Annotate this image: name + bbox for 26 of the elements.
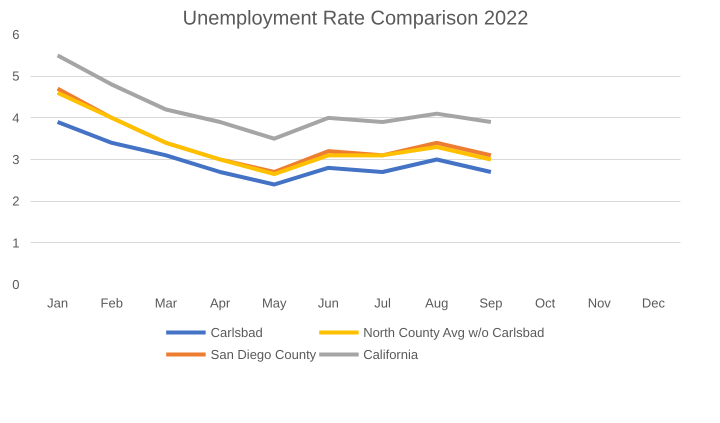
y-tick-label: 3 — [12, 152, 20, 167]
legend-label: Carlsbad — [210, 324, 263, 340]
y-tick-label: 6 — [12, 27, 20, 42]
y-tick-label: 1 — [12, 235, 20, 250]
legend-label: San Diego County — [210, 346, 316, 362]
x-tick-label: Nov — [588, 296, 612, 310]
y-tick-label: 5 — [12, 68, 20, 84]
x-tick-label: Aug — [425, 296, 448, 310]
y-tick-label: 2 — [12, 194, 20, 209]
x-tick-label: Jul — [374, 296, 392, 310]
legend-label: North County Avg w/o Carlsbad — [363, 324, 544, 340]
x-tick-label: Feb — [100, 296, 123, 310]
x-tick-label: Jan — [47, 296, 68, 310]
x-tick-label: Oct — [534, 296, 556, 310]
line-series — [56, 53, 493, 141]
x-tick-label: May — [262, 296, 288, 310]
chart-title: Unemployment Rate Comparison 2022 — [182, 8, 528, 30]
legend-label: California — [363, 346, 418, 362]
x-tick-label: Dec — [642, 296, 666, 310]
y-tick-label: 4 — [12, 110, 20, 126]
x-tick-label: Jun — [318, 296, 339, 310]
x-tick-label: Apr — [210, 296, 231, 310]
line-series — [56, 120, 493, 186]
x-tick-label: Sep — [479, 296, 502, 310]
x-tick-label: Mar — [154, 296, 178, 310]
y-tick-label: 0 — [12, 277, 20, 292]
